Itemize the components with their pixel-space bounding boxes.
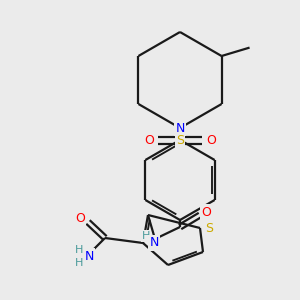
Text: N: N — [149, 236, 159, 250]
Text: N: N — [175, 122, 185, 134]
Text: O: O — [144, 134, 154, 146]
Text: O: O — [201, 206, 211, 218]
Text: O: O — [75, 212, 85, 226]
Text: O: O — [206, 134, 216, 146]
Text: H: H — [75, 245, 83, 255]
Text: S: S — [205, 221, 213, 235]
Text: H: H — [142, 231, 150, 241]
Text: S: S — [176, 134, 184, 146]
Text: N: N — [84, 250, 94, 262]
Text: H: H — [75, 258, 83, 268]
